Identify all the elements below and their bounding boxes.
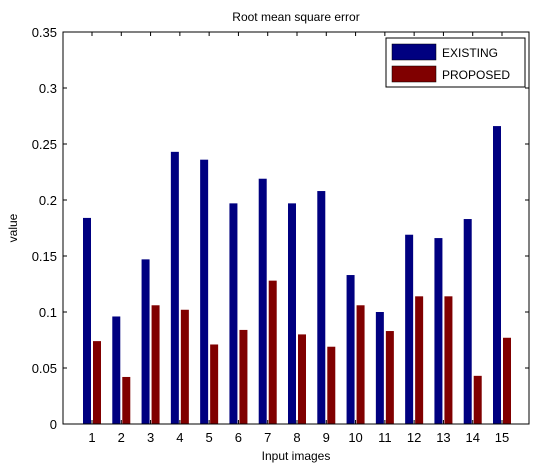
chart-title: Root mean square error — [232, 10, 359, 24]
bar-existing-13 — [434, 238, 442, 424]
x-tick-label-4: 4 — [176, 430, 183, 445]
y-tick-label-0.15: 0.15 — [32, 249, 57, 264]
x-tick-label-14: 14 — [465, 430, 479, 445]
bar-proposed-9 — [327, 347, 335, 424]
x-tick-label-1: 1 — [88, 430, 95, 445]
y-tick-label-0: 0 — [50, 417, 57, 432]
bar-proposed-2 — [122, 377, 130, 424]
bar-existing-1 — [83, 218, 91, 424]
y-tick-label-0.2: 0.2 — [39, 193, 57, 208]
x-tick-label-11: 11 — [378, 430, 392, 445]
legend-label-proposed: PROPOSED — [442, 68, 510, 82]
bar-proposed-10 — [357, 305, 365, 424]
x-tick-label-8: 8 — [293, 430, 300, 445]
bar-proposed-3 — [152, 305, 160, 424]
bar-existing-14 — [464, 219, 472, 424]
x-tick-label-9: 9 — [323, 430, 330, 445]
y-tick-label-0.3: 0.3 — [39, 81, 57, 96]
bar-existing-12 — [405, 235, 413, 424]
bar-existing-10 — [347, 275, 355, 424]
legend-swatch-proposed — [392, 66, 436, 82]
legend-label-existing: EXISTING — [442, 46, 498, 60]
legend: EXISTING PROPOSED — [386, 38, 525, 87]
bar-existing-6 — [229, 203, 237, 424]
bar-existing-7 — [259, 179, 267, 424]
bar-existing-2 — [112, 316, 120, 424]
y-tick-label-0.05: 0.05 — [32, 361, 57, 376]
x-tick-label-3: 3 — [147, 430, 154, 445]
x-tick-label-10: 10 — [348, 430, 362, 445]
bar-proposed-1 — [93, 341, 101, 424]
bar-existing-8 — [288, 203, 296, 424]
bar-existing-11 — [376, 312, 384, 424]
bar-proposed-14 — [474, 376, 482, 424]
bar-existing-4 — [171, 152, 179, 424]
y-tick-label-0.1: 0.1 — [39, 305, 57, 320]
x-tick-label-5: 5 — [206, 430, 213, 445]
x-tick-label-7: 7 — [264, 430, 271, 445]
bar-proposed-5 — [210, 344, 218, 424]
y-tick-label-0.25: 0.25 — [32, 137, 57, 152]
bar-proposed-4 — [181, 310, 189, 424]
bar-proposed-6 — [239, 330, 247, 424]
bar-proposed-15 — [503, 338, 511, 424]
bar-proposed-8 — [298, 334, 306, 424]
x-tick-label-6: 6 — [235, 430, 242, 445]
bar-existing-3 — [142, 259, 150, 424]
bar-proposed-7 — [269, 281, 277, 424]
x-tick-label-15: 15 — [495, 430, 509, 445]
bar-existing-5 — [200, 160, 208, 424]
x-tick-label-2: 2 — [118, 430, 125, 445]
y-axis-label: value — [6, 213, 20, 242]
bar-existing-15 — [493, 126, 501, 424]
x-axis-label: Input images — [262, 449, 331, 463]
bar-proposed-11 — [386, 331, 394, 424]
bar-proposed-12 — [415, 296, 423, 424]
y-tick-label-0.35: 0.35 — [32, 25, 57, 40]
x-tick-label-12: 12 — [407, 430, 421, 445]
legend-swatch-existing — [392, 44, 436, 60]
bar-proposed-13 — [444, 296, 452, 424]
x-tick-label-13: 13 — [436, 430, 450, 445]
bar-existing-9 — [317, 191, 325, 424]
